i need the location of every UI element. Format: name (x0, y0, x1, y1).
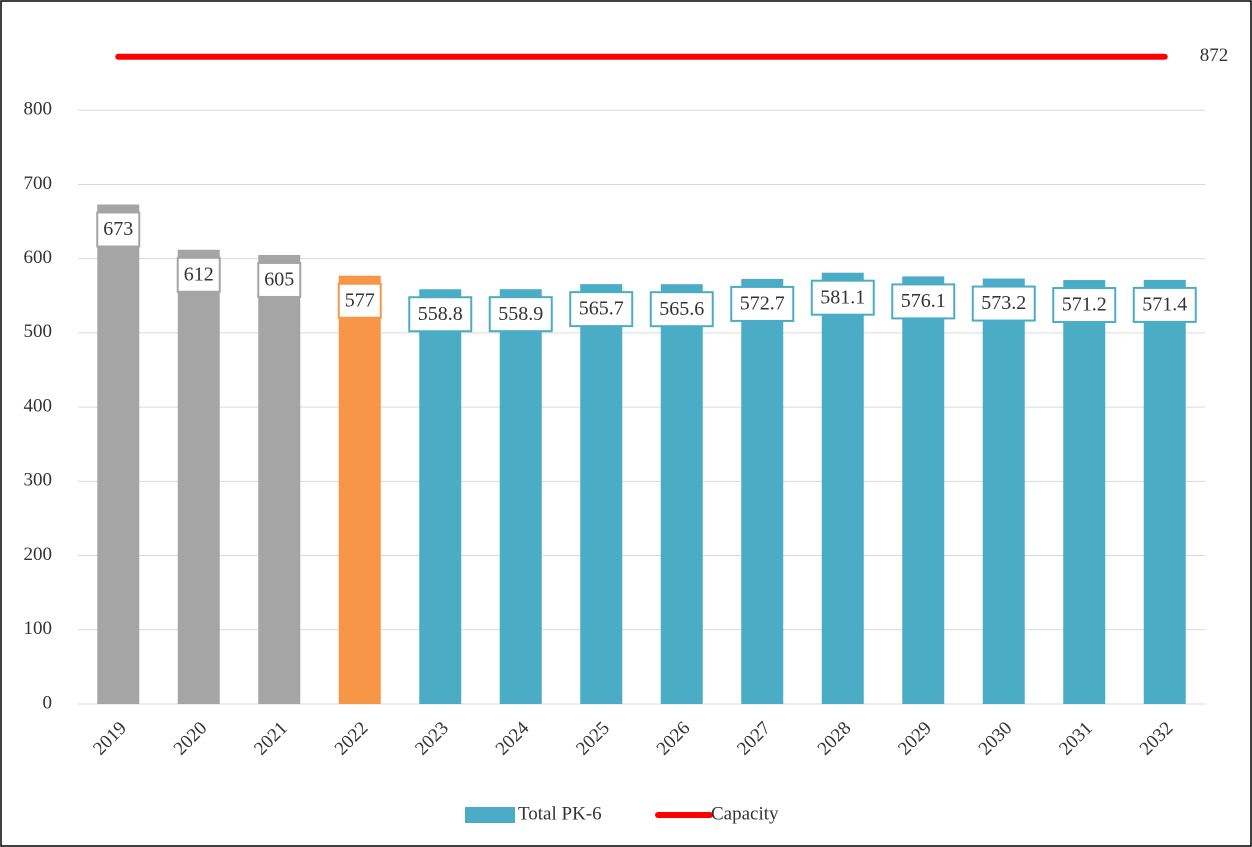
bar (419, 289, 462, 704)
bar (177, 249, 220, 704)
y-tick-label: 300 (24, 470, 53, 491)
data-label: 577 (345, 289, 375, 311)
data-label: 576.1 (901, 290, 946, 312)
y-tick-label: 0 (43, 692, 53, 713)
data-label: 872 (1200, 45, 1229, 66)
data-label: 571.4 (1142, 293, 1187, 315)
data-label-box (337, 282, 382, 319)
bar (580, 284, 623, 704)
bar (1143, 279, 1186, 704)
data-label: 558.8 (418, 303, 463, 325)
data-label: 565.7 (579, 298, 624, 320)
data-label-box (1052, 287, 1117, 324)
data-label: 581.1 (820, 286, 865, 308)
bar (821, 272, 864, 704)
data-label-box (971, 285, 1036, 322)
legend-swatch (465, 807, 515, 823)
bar (97, 204, 140, 705)
data-label-box (569, 291, 634, 328)
bar (741, 278, 784, 704)
data-label: 558.9 (498, 303, 543, 325)
data-label-box (730, 285, 795, 322)
y-tick-label: 400 (24, 395, 53, 416)
legend-label: Total PK-6 (518, 803, 602, 824)
data-label-box (176, 256, 221, 293)
y-tick-label: 200 (24, 544, 53, 565)
data-label: 612 (184, 263, 214, 285)
data-label: 565.6 (659, 298, 704, 320)
data-label-box (1132, 286, 1197, 323)
data-label: 673 (103, 218, 133, 240)
bar (982, 278, 1025, 704)
data-label: 572.7 (740, 293, 785, 315)
bar (902, 276, 945, 704)
data-label-box (810, 279, 875, 316)
bar (338, 275, 381, 704)
bar (258, 254, 301, 704)
bar (499, 289, 542, 704)
bar (660, 284, 703, 704)
y-tick-label: 100 (24, 618, 53, 639)
legend-label: Capacity (711, 803, 779, 824)
data-label-box (96, 211, 141, 248)
data-label-box (257, 261, 302, 298)
data-label-box (408, 296, 473, 333)
data-label: 605 (264, 269, 294, 291)
data-label: 573.2 (981, 292, 1026, 314)
y-tick-label: 800 (24, 99, 53, 120)
y-tick-label: 700 (24, 173, 53, 194)
data-label: 571.2 (1062, 294, 1107, 316)
data-label-box (488, 296, 553, 333)
y-tick-label: 600 (24, 247, 53, 268)
data-label-box (891, 283, 956, 320)
bar (1063, 280, 1106, 704)
data-label-box (649, 291, 714, 328)
y-tick-label: 500 (24, 321, 53, 342)
